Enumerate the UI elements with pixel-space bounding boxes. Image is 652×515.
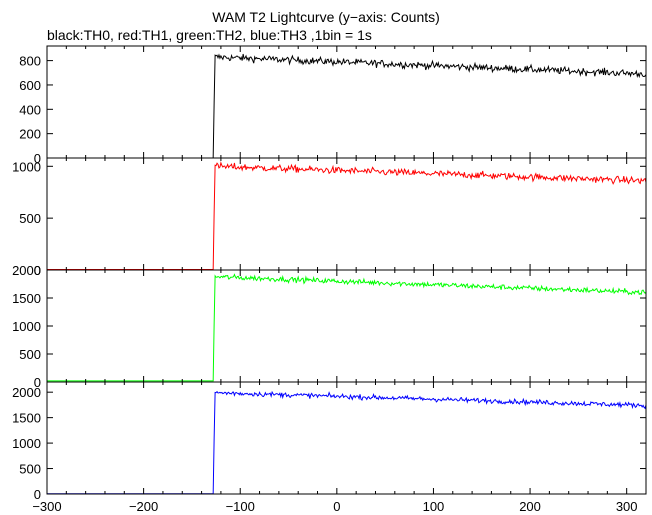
x-tick-label: −100 bbox=[226, 499, 255, 514]
y-tick-label-th3: 1500 bbox=[12, 411, 41, 426]
series-line-th2 bbox=[47, 273, 647, 382]
y-tick-label-th3: 500 bbox=[19, 462, 41, 477]
x-tick-label: −200 bbox=[129, 499, 158, 514]
y-tick-label-th1: 1000 bbox=[12, 159, 41, 174]
chart-title: WAM T2 Lightcurve (y−axis: Counts) bbox=[212, 9, 440, 25]
y-tick-label-th2: 1000 bbox=[12, 319, 41, 334]
y-tick-label-th2: 2000 bbox=[12, 263, 41, 278]
series-line-th0 bbox=[47, 53, 647, 159]
y-tick-label-th3: 0 bbox=[34, 487, 41, 502]
x-tick-label: 0 bbox=[333, 499, 340, 514]
y-tick-label-th0: 800 bbox=[19, 54, 41, 69]
y-tick-label-th0: 600 bbox=[19, 78, 41, 93]
y-tick-label-th2: 500 bbox=[19, 347, 41, 362]
y-tick-label-th0: 0 bbox=[34, 151, 41, 166]
x-tick-label: 200 bbox=[519, 499, 541, 514]
y-tick-label-th1: 0 bbox=[34, 263, 41, 278]
y-tick-label-th3: 2000 bbox=[12, 385, 41, 400]
y-tick-label-th0: 400 bbox=[19, 102, 41, 117]
y-tick-label-th2: 0 bbox=[34, 375, 41, 390]
y-tick-label-th2: 1500 bbox=[12, 291, 41, 306]
y-tick-label-th0: 200 bbox=[19, 127, 41, 142]
series-line-th3 bbox=[47, 390, 647, 495]
chart-subtitle: black:TH0, red:TH1, green:TH2, blue:TH3 … bbox=[47, 27, 372, 43]
x-tick-label: 100 bbox=[423, 499, 445, 514]
panel-frame-th1 bbox=[46, 157, 647, 271]
x-tick-label: 300 bbox=[616, 499, 638, 514]
panel-frame-th3 bbox=[46, 381, 647, 495]
x-tick-label: −300 bbox=[32, 499, 61, 514]
series-line-th1 bbox=[47, 161, 647, 270]
panel-frame-th2 bbox=[46, 269, 647, 383]
y-tick-label-th1: 500 bbox=[19, 211, 41, 226]
panel-frame-th0 bbox=[46, 45, 647, 159]
y-tick-label-th3: 1000 bbox=[12, 436, 41, 451]
